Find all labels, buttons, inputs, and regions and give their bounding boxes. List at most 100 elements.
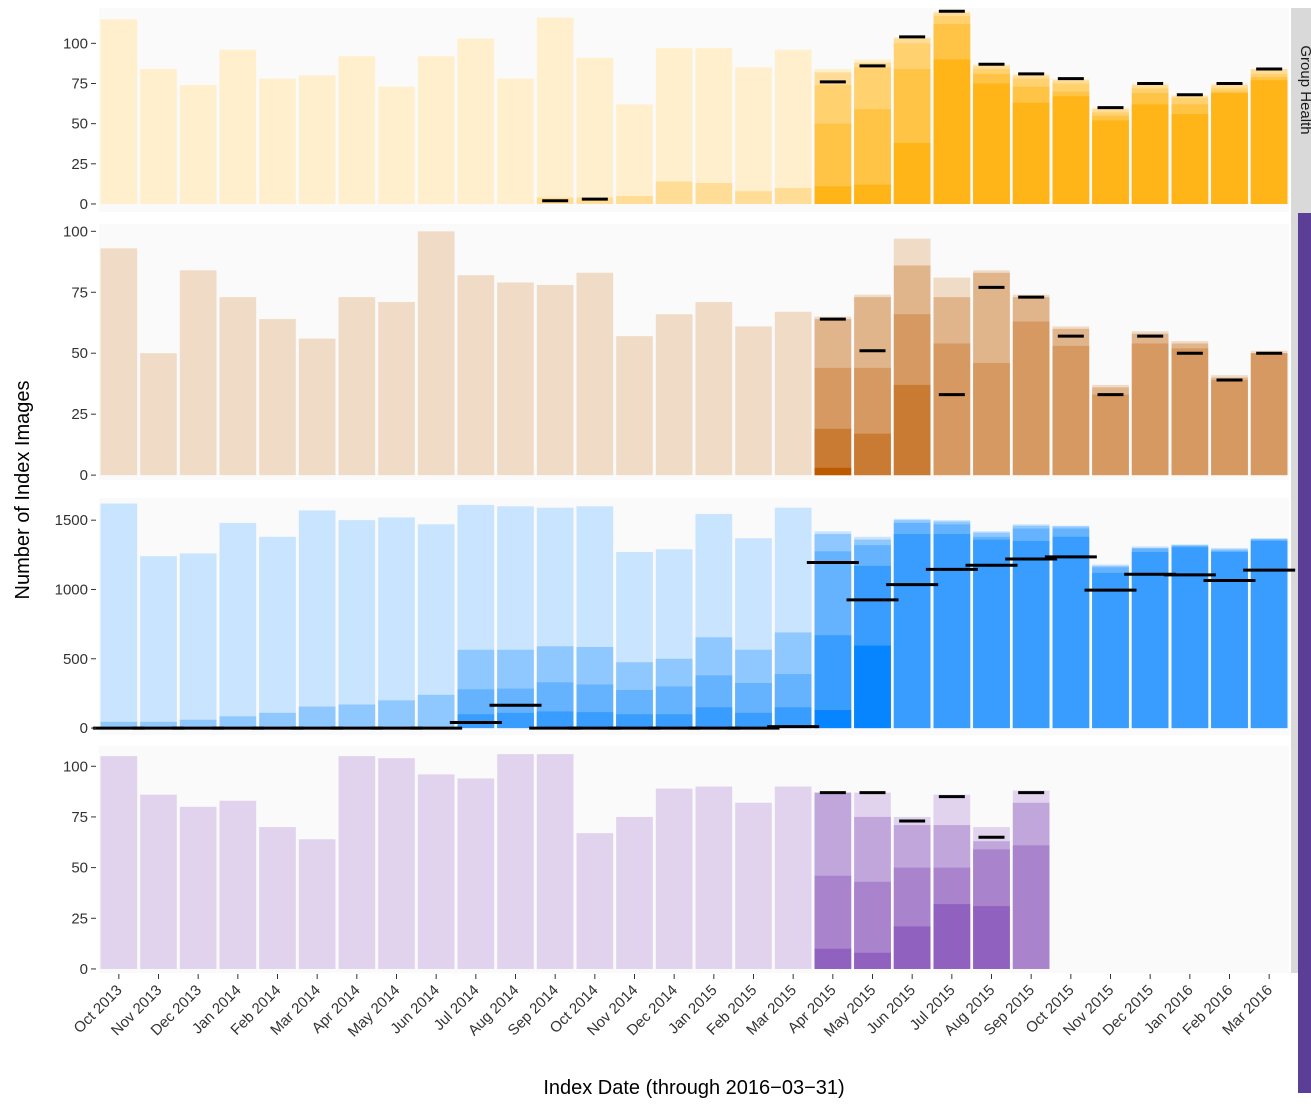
bar-2-layer-1-dec-2013 xyxy=(179,270,217,476)
bar-1-layer-5-aug-2015 xyxy=(973,83,1010,204)
bar-1-layer-5-nov-2015 xyxy=(1092,120,1129,204)
bar-2-layer-1-jan-2014 xyxy=(219,297,257,476)
panel-background xyxy=(99,8,1289,212)
bar-1-layer-1-sep-2014 xyxy=(536,17,574,204)
bar-4-layer-1-oct-2013 xyxy=(100,756,138,969)
bar-1-layer-1-oct-2014 xyxy=(576,57,614,204)
bar-4-layer-1-feb-2014 xyxy=(259,827,296,969)
bar-4-layer-1-dec-2014 xyxy=(655,788,693,969)
bar-3-layer-2-nov-2013 xyxy=(140,721,177,729)
bar-4-layer-1-jul-2014 xyxy=(457,778,495,969)
bar-1-layer-1-may-2014 xyxy=(378,86,415,204)
bar-1-layer-1-mar-2015 xyxy=(774,49,812,204)
bar-3-layer-4-jun-2015 xyxy=(893,534,931,729)
bar-4-layer-1-nov-2013 xyxy=(140,794,177,969)
bar-3-layer-2-feb-2014 xyxy=(259,712,296,729)
bar-3-layer-2-dec-2013 xyxy=(179,719,217,729)
bar-1-layer-5-jun-2015 xyxy=(893,142,931,204)
bar-1-layer-5-jan-2016 xyxy=(1171,114,1209,204)
bar-4-layer-1-mar-2015 xyxy=(774,786,812,969)
bar-4-layer-1-jan-2015 xyxy=(695,786,733,969)
y-tick-label: 25 xyxy=(71,406,88,423)
bar-4-layer-1-jun-2014 xyxy=(417,774,455,969)
bar-2-layer-1-jul-2014 xyxy=(457,275,495,476)
bar-1-layer-5-mar-2016 xyxy=(1250,80,1288,204)
bar-3-layer-1-jan-2014 xyxy=(219,522,257,729)
bar-3-layer-1-may-2014 xyxy=(378,517,415,729)
bar-2-layer-3-jul-2015 xyxy=(933,343,971,476)
bar-3-layer-4-aug-2015 xyxy=(973,539,1010,729)
bar-2-layer-1-nov-2014 xyxy=(616,336,653,476)
bar-2-layer-1-mar-2015 xyxy=(774,311,812,476)
bar-3-layer-4-dec-2014 xyxy=(655,714,693,729)
bar-3-layer-5-apr-2015 xyxy=(814,710,852,729)
bar-4-layer-3-sep-2015 xyxy=(1012,845,1050,969)
y-tick-label: 50 xyxy=(71,116,88,133)
y-tick-label: 75 xyxy=(71,284,88,301)
bar-4-layer-1-apr-2014 xyxy=(338,756,376,969)
bar-2-layer-1-oct-2014 xyxy=(576,272,614,476)
bar-2-layer-3-aug-2015 xyxy=(973,362,1010,476)
bar-4-layer-1-feb-2015 xyxy=(735,802,772,969)
bar-3-layer-4-sep-2014 xyxy=(536,711,574,729)
bar-1-layer-1-aug-2014 xyxy=(497,78,534,204)
panel-background xyxy=(99,746,1289,973)
bar-2-layer-1-apr-2014 xyxy=(338,297,376,476)
bar-2-layer-1-feb-2015 xyxy=(735,326,772,476)
bar-3-layer-1-dec-2013 xyxy=(179,553,217,729)
y-tick-label: 50 xyxy=(71,860,88,877)
accent-bar xyxy=(1298,213,1311,1093)
bar-4-layer-1-oct-2014 xyxy=(576,833,614,969)
bar-1-layer-5-apr-2015 xyxy=(814,186,852,204)
bar-2-layer-3-mar-2016 xyxy=(1250,353,1288,476)
y-tick-label: 500 xyxy=(63,651,88,668)
bar-4-layer-4-apr-2015 xyxy=(814,948,852,969)
bar-1-layer-1-dec-2013 xyxy=(179,85,217,204)
bar-3-layer-2-may-2014 xyxy=(378,700,415,729)
bar-3-layer-1-jun-2014 xyxy=(417,524,455,729)
bar-2-layer-3-feb-2016 xyxy=(1211,380,1248,476)
bar-1-layer-1-mar-2014 xyxy=(298,75,336,204)
bar-3-layer-4-jan-2016 xyxy=(1171,547,1209,729)
y-tick-label: 1000 xyxy=(55,581,88,598)
bar-1-layer-1-jun-2014 xyxy=(417,56,455,204)
bar-2-layer-3-sep-2015 xyxy=(1012,321,1050,476)
bar-2-layer-1-jun-2014 xyxy=(417,231,455,476)
bar-2-layer-4-apr-2015 xyxy=(814,428,852,476)
bar-1-layer-1-nov-2013 xyxy=(140,69,177,204)
bar-2-layer-1-may-2014 xyxy=(378,302,415,476)
bar-1-layer-5-sep-2015 xyxy=(1012,102,1050,204)
bar-2-layer-1-sep-2014 xyxy=(536,284,574,476)
y-tick-label: 0 xyxy=(80,196,88,213)
bar-3-layer-4-nov-2015 xyxy=(1092,572,1129,729)
bar-3-layer-1-apr-2014 xyxy=(338,520,376,729)
bar-3-layer-2-jun-2014 xyxy=(417,694,455,729)
bar-1-layer-2-oct-2014 xyxy=(576,197,614,204)
bar-3-layer-4-oct-2015 xyxy=(1052,536,1090,729)
bar-2-layer-1-jan-2015 xyxy=(695,302,733,476)
bar-2-layer-4-may-2015 xyxy=(854,433,891,476)
y-tick-label: 0 xyxy=(80,467,88,484)
bar-4-layer-4-jun-2015 xyxy=(893,926,931,969)
bar-3-layer-4-jul-2015 xyxy=(933,534,971,729)
bar-3-layer-4-dec-2015 xyxy=(1131,552,1169,729)
y-axis-title: Number of Index Images xyxy=(12,381,34,600)
bar-2-layer-1-oct-2013 xyxy=(100,248,138,476)
bar-3-layer-4-jan-2015 xyxy=(695,707,733,729)
bar-1-layer-2-nov-2014 xyxy=(616,195,653,204)
y-tick-label: 25 xyxy=(71,156,88,173)
bar-2-layer-1-mar-2014 xyxy=(298,338,336,476)
bar-1-layer-5-oct-2015 xyxy=(1052,96,1090,204)
bar-3-layer-2-oct-2013 xyxy=(100,721,138,729)
y-tick-label: 100 xyxy=(63,223,88,240)
bar-4-layer-4-may-2015 xyxy=(854,952,891,969)
bar-4-layer-1-may-2014 xyxy=(378,758,415,969)
y-tick-label: 0 xyxy=(80,961,88,978)
bar-3-layer-4-mar-2015 xyxy=(774,707,812,729)
bar-3-layer-4-oct-2014 xyxy=(576,712,614,729)
bar-2-layer-5-apr-2015 xyxy=(814,467,852,476)
bar-1-layer-1-jan-2015 xyxy=(695,48,733,204)
x-axis-title: Index Date (through 2016−03−31) xyxy=(543,1077,844,1099)
bar-1-layer-2-feb-2015 xyxy=(735,191,772,204)
